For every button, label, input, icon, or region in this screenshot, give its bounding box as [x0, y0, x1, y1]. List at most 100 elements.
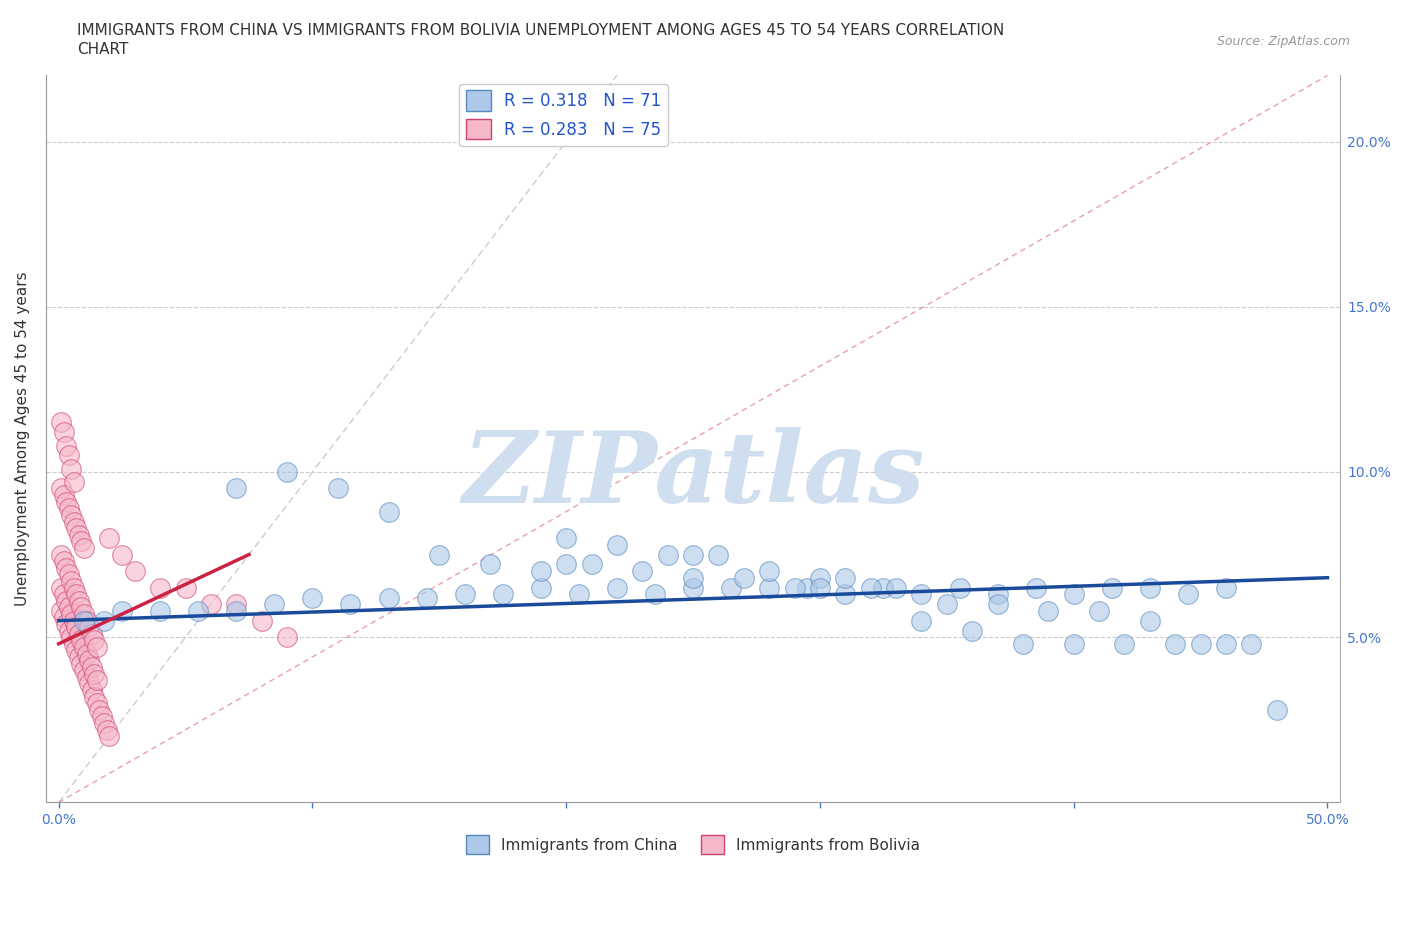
Immigrants from China	[581, 557, 603, 572]
Immigrants from China	[492, 587, 515, 602]
Immigrants from Bolivia	[52, 610, 75, 625]
Immigrants from Bolivia	[89, 702, 111, 717]
Immigrants from Bolivia	[52, 553, 75, 568]
Immigrants from Bolivia	[73, 540, 96, 555]
Immigrants from Bolivia	[98, 531, 121, 546]
Immigrants from China	[263, 597, 285, 612]
Immigrants from China	[276, 464, 298, 479]
Immigrants from Bolivia	[98, 729, 121, 744]
Immigrants from Bolivia	[124, 564, 146, 578]
Immigrants from Bolivia	[70, 633, 93, 648]
Immigrants from Bolivia	[52, 425, 75, 440]
Immigrants from Bolivia	[70, 600, 93, 615]
Immigrants from China	[1063, 636, 1085, 651]
Immigrants from Bolivia	[93, 716, 115, 731]
Immigrants from Bolivia	[67, 593, 90, 608]
Immigrants from Bolivia	[70, 657, 93, 671]
Immigrants from China	[872, 580, 894, 595]
Immigrants from China	[225, 481, 247, 496]
Text: Source: ZipAtlas.com: Source: ZipAtlas.com	[1216, 35, 1350, 48]
Immigrants from Bolivia	[55, 593, 77, 608]
Immigrants from Bolivia	[76, 613, 98, 628]
Immigrants from Bolivia	[65, 521, 87, 536]
Immigrants from China	[530, 580, 553, 595]
Immigrants from China	[808, 580, 831, 595]
Immigrants from China	[301, 591, 323, 605]
Immigrants from Bolivia	[60, 606, 83, 621]
Immigrants from Bolivia	[58, 567, 80, 582]
Immigrants from China	[682, 570, 704, 585]
Immigrants from China	[960, 623, 983, 638]
Immigrants from China	[1114, 636, 1136, 651]
Immigrants from Bolivia	[55, 561, 77, 576]
Immigrants from China	[555, 557, 578, 572]
Immigrants from China	[1215, 580, 1237, 595]
Immigrants from China	[1139, 613, 1161, 628]
Immigrants from Bolivia	[77, 619, 100, 634]
Immigrants from China	[796, 580, 818, 595]
Immigrants from Bolivia	[67, 527, 90, 542]
Immigrants from Bolivia	[51, 481, 73, 496]
Immigrants from China	[1063, 587, 1085, 602]
Immigrants from Bolivia	[51, 415, 73, 430]
Immigrants from Bolivia	[63, 636, 86, 651]
Immigrants from Bolivia	[83, 633, 105, 648]
Immigrants from Bolivia	[52, 587, 75, 602]
Immigrants from China	[427, 547, 450, 562]
Immigrants from China	[644, 587, 666, 602]
Immigrants from Bolivia	[60, 574, 83, 589]
Immigrants from China	[530, 564, 553, 578]
Immigrants from Bolivia	[55, 494, 77, 509]
Immigrants from China	[1038, 604, 1060, 618]
Immigrants from China	[808, 570, 831, 585]
Immigrants from China	[568, 587, 591, 602]
Immigrants from China	[657, 547, 679, 562]
Immigrants from China	[1189, 636, 1212, 651]
Immigrants from Bolivia	[58, 448, 80, 463]
Immigrants from Bolivia	[58, 501, 80, 516]
Immigrants from China	[377, 591, 399, 605]
Immigrants from Bolivia	[250, 613, 273, 628]
Immigrants from Bolivia	[200, 597, 222, 612]
Immigrants from Bolivia	[276, 630, 298, 644]
Immigrants from China	[187, 604, 209, 618]
Immigrants from China	[834, 570, 856, 585]
Immigrants from Bolivia	[76, 646, 98, 661]
Immigrants from Bolivia	[60, 461, 83, 476]
Immigrants from Bolivia	[51, 580, 73, 595]
Immigrants from Bolivia	[96, 723, 118, 737]
Immigrants from Bolivia	[86, 696, 108, 711]
Immigrants from China	[884, 580, 907, 595]
Immigrants from China	[1012, 636, 1035, 651]
Immigrants from Bolivia	[111, 547, 134, 562]
Immigrants from China	[948, 580, 970, 595]
Immigrants from Bolivia	[51, 604, 73, 618]
Immigrants from Bolivia	[58, 600, 80, 615]
Immigrants from Bolivia	[225, 597, 247, 612]
Immigrants from Bolivia	[86, 640, 108, 655]
Immigrants from China	[93, 613, 115, 628]
Immigrants from Bolivia	[83, 666, 105, 681]
Immigrants from China	[1265, 702, 1288, 717]
Immigrants from Bolivia	[58, 623, 80, 638]
Immigrants from China	[910, 587, 932, 602]
Immigrants from Bolivia	[73, 640, 96, 655]
Immigrants from China	[111, 604, 134, 618]
Immigrants from Bolivia	[73, 663, 96, 678]
Immigrants from China	[479, 557, 502, 572]
Immigrants from China	[1088, 604, 1111, 618]
Immigrants from Bolivia	[80, 659, 103, 674]
Immigrants from Bolivia	[80, 627, 103, 642]
Immigrants from China	[631, 564, 654, 578]
Immigrants from Bolivia	[174, 580, 197, 595]
Immigrants from China	[733, 570, 755, 585]
Immigrants from Bolivia	[73, 606, 96, 621]
Immigrants from China	[1101, 580, 1123, 595]
Immigrants from Bolivia	[77, 676, 100, 691]
Immigrants from China	[225, 604, 247, 618]
Immigrants from Bolivia	[55, 617, 77, 631]
Text: CHART: CHART	[77, 42, 129, 57]
Immigrants from China	[1177, 587, 1199, 602]
Immigrants from China	[682, 547, 704, 562]
Immigrants from China	[987, 597, 1010, 612]
